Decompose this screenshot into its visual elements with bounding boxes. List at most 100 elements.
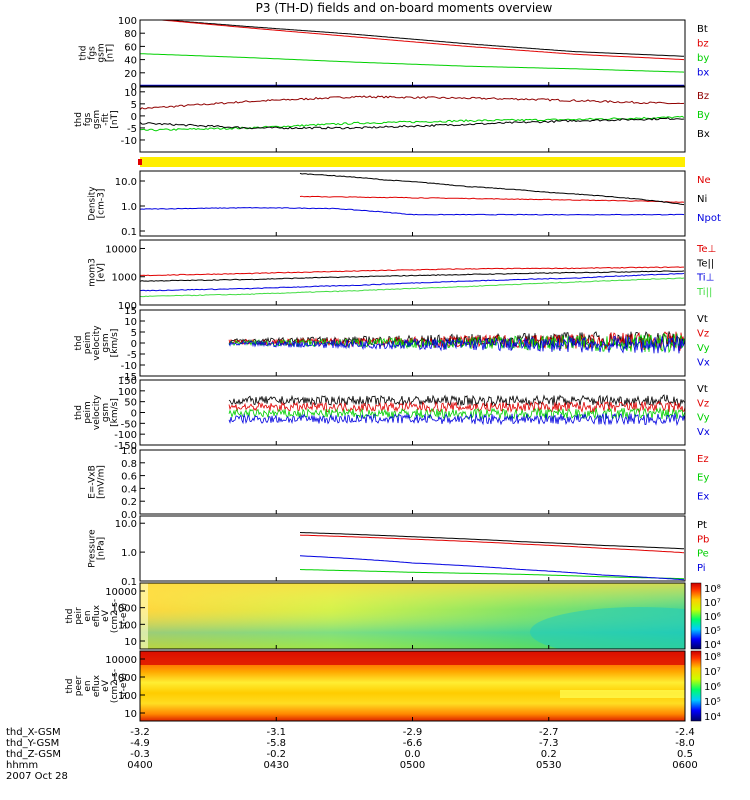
- p2-plot-area: [140, 95, 685, 132]
- xaxis-row-label: thd_X-GSM: [6, 727, 61, 738]
- xaxis-value: 0530: [536, 760, 561, 771]
- p4-legend-Te||: Te||: [696, 258, 714, 269]
- p4-series-Ti||: [140, 277, 685, 298]
- p2-ytick-label: -10: [121, 136, 137, 147]
- p6-legend-Vz: Vz: [697, 398, 709, 409]
- p1-ytick-label: 40: [124, 56, 137, 67]
- p7-frame: [139, 449, 686, 515]
- p10-colorbar-label: 10⁸: [704, 652, 721, 663]
- svg-text:[cm-3]: [cm-3]: [97, 189, 107, 219]
- svg-text:peer: peer: [74, 675, 84, 696]
- p6-series-Vx: [228, 412, 685, 427]
- p9-colorbar-label: 10⁶: [704, 612, 721, 623]
- svg-text:thd: thd: [74, 112, 84, 127]
- p8-series-Pt: [299, 532, 685, 550]
- p7-ytick-label: 0.2: [121, 497, 137, 508]
- xaxis-value: -2.9: [403, 727, 423, 738]
- electron-spectrogram-band: [560, 690, 685, 698]
- svg-text:[nT]: [nT]: [106, 44, 116, 62]
- svg-text:(cm2-s-: (cm2-s-: [110, 669, 120, 703]
- p10-colorbar: [690, 650, 702, 722]
- p3-plot-area: [140, 172, 685, 216]
- p6-ytick-label: 0: [131, 409, 137, 420]
- svg-text:eV: eV: [101, 679, 111, 692]
- p4-ytick-label: 10000: [105, 244, 137, 255]
- p7-legend-Ez: Ez: [697, 454, 709, 465]
- p10-ytick-label: 10000: [105, 655, 137, 666]
- panel-p10: 10000 1000 100 10 thd peer en eflux eV (cm2-s-sr-…: [65, 650, 721, 723]
- p8-ytick-label: 0.1: [121, 577, 137, 588]
- p6-ytick-label: -150: [114, 441, 137, 452]
- p10-colorbar-label: 10⁴: [704, 712, 721, 723]
- xaxis-date: 2007 Oct 28: [6, 771, 68, 782]
- p4-legend-Ti||: Ti||: [696, 287, 712, 298]
- svg-text:thd: thd: [74, 405, 84, 420]
- p4-series-Te||: [140, 270, 685, 282]
- p2-ytick-label: 0: [131, 112, 137, 123]
- p6-legend-Vx: Vx: [697, 427, 710, 438]
- p2-ylabel: thd fgs gsm -fit [nT]: [74, 110, 120, 129]
- p1-series-by: [140, 53, 685, 73]
- svg-text:thd: thd: [79, 46, 89, 61]
- p5-ylabel: thd peim velocity gsm [km/s]: [74, 325, 120, 361]
- xaxis-value: -5.8: [266, 738, 286, 749]
- p10-colorbar-label: 10⁷: [704, 667, 721, 678]
- p3-legend-Npot: Npot: [697, 213, 721, 224]
- svg-text:en: en: [83, 680, 93, 691]
- svg-text:velocity: velocity: [92, 394, 102, 430]
- svg-text:[eV]: [eV]: [97, 263, 107, 282]
- svg-text:mom3: mom3: [88, 258, 98, 287]
- xaxis-value: 0400: [127, 760, 152, 771]
- p9-colorbar-label: 10⁸: [704, 584, 721, 595]
- p1-series-Bt: [158, 20, 685, 57]
- p5-ytick-label: -10: [121, 361, 137, 372]
- svg-text:eflux: eflux: [92, 674, 102, 697]
- p5-series-Vx: [228, 335, 685, 354]
- p4-ylabel: mom3 [eV]: [88, 258, 107, 287]
- svg-text:thd: thd: [65, 609, 75, 624]
- p5-ytick-label: 15: [124, 306, 137, 317]
- p6-ytick-label: 50: [124, 398, 137, 409]
- xaxis-value: -0.2: [266, 749, 286, 760]
- p7-ytick-label: 0.0: [121, 510, 137, 521]
- p5-ytick-label: 0: [131, 339, 137, 350]
- p1-legend-bx: bx: [697, 68, 709, 79]
- p8-legend-Pi: Pi: [697, 563, 706, 574]
- p2-ytick-label: 5: [131, 100, 137, 111]
- quality-strip: [140, 157, 685, 167]
- p2-series-Bx: [140, 117, 685, 130]
- p6-series-Vy: [228, 406, 685, 420]
- svg-text:peim: peim: [83, 332, 93, 355]
- xaxis-value: -6.6: [403, 738, 423, 749]
- xaxis-row-label: hhmm: [6, 760, 38, 771]
- p3-ylabel: Density [cm-3]: [88, 186, 107, 221]
- p5-legend-Vz: Vz: [697, 329, 709, 340]
- p2-ytick-label: -5: [127, 124, 137, 135]
- p8-legend-Pe: Pe: [697, 549, 709, 560]
- p2-series-By: [140, 115, 685, 132]
- quality-strip-marker: [138, 159, 142, 165]
- p7-ytick-label: 0.8: [121, 459, 137, 470]
- xaxis-value: -0.3: [130, 749, 150, 760]
- xaxis-value: -2.7: [539, 727, 559, 738]
- svg-text:velocity: velocity: [92, 325, 102, 361]
- p8-ytick-label: 10.0: [115, 519, 137, 530]
- electron-spectrogram-top: [140, 651, 685, 665]
- p8-ytick-label: 1.0: [121, 548, 137, 559]
- ion-spectrogram-cyan: [530, 607, 685, 649]
- xaxis-value: -8.0: [675, 738, 695, 749]
- p9-colorbar-label: 10⁷: [704, 598, 721, 609]
- p1-plot-area: [140, 20, 685, 86]
- x-axis-labels: thd_X-GSM -3.2 -3.1 -2.9 -2.7 -2.4 thd_Y-GSM -4…: [6, 727, 698, 782]
- p5-ytick-label: 10: [124, 317, 137, 328]
- p3-series-Npot: [140, 206, 685, 216]
- svg-text:[km/s]: [km/s]: [110, 398, 120, 427]
- p9-ytick-label: 10000: [105, 587, 137, 598]
- svg-text:(cm2-s-: (cm2-s-: [110, 599, 120, 633]
- ion-spectrogram-edge: [140, 583, 148, 649]
- p1-legend-Bt: Bt: [697, 24, 708, 35]
- p4-legend-Te⊥: Te⊥: [696, 244, 716, 255]
- p10-colorbar-label: 10⁶: [704, 682, 721, 693]
